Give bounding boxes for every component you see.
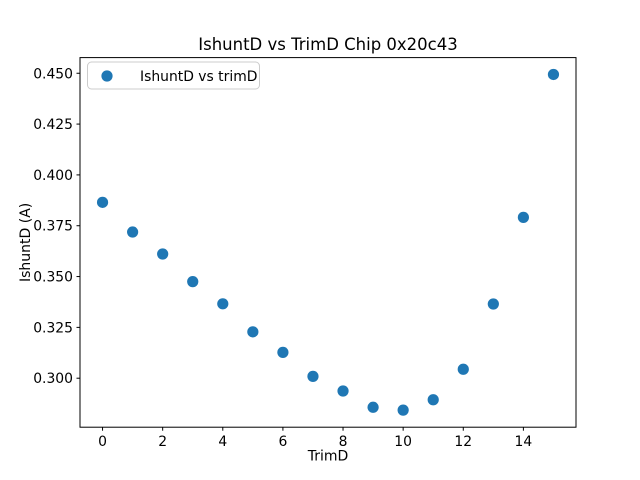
x-axis-ticks: 0 2 4 6 8 10 12 14 [98,427,532,450]
x-tick-label: 0 [98,434,107,450]
data-point [187,276,199,288]
x-tick-label: 4 [218,434,227,450]
data-point [96,196,109,208]
y-tick-label: 0.425 [33,117,73,133]
x-tick-label: 10 [394,434,412,450]
data-point [277,346,289,358]
y-tick-label: 0.300 [33,371,73,387]
x-tick-label: 2 [158,434,167,450]
legend-label: IshuntD vs trimD [140,69,257,85]
x-tick-label: 14 [515,434,533,450]
y-axis-ticks: 0.300 0.325 0.350 0.375 0.400 0.425 0.450 [33,66,80,387]
data-point [487,298,499,310]
x-axis-label: TrimD [307,449,349,465]
y-tick-label: 0.325 [33,320,73,336]
y-axis-label: IshuntD (A) [18,203,34,282]
legend: IshuntD vs trimD [87,61,260,90]
data-point [427,394,439,406]
x-tick-label: 8 [339,434,348,450]
data-point [397,404,409,416]
data-point [157,248,169,260]
data-point [367,401,379,413]
y-tick-label: 0.350 [33,270,73,286]
y-tick-label: 0.450 [33,66,73,82]
scatter-points [96,68,560,416]
y-tick-label: 0.400 [33,168,73,184]
axes-frame [79,57,577,428]
data-point [457,363,469,375]
x-tick-label: 12 [454,434,472,450]
data-point [307,370,319,382]
chart-title: IshuntD vs TrimD Chip 0x20c43 [198,35,458,54]
data-point [127,226,139,238]
data-point [547,68,560,81]
data-point [517,211,529,223]
data-point [247,326,259,338]
data-point [217,298,229,310]
data-point [337,385,349,397]
x-tick-label: 6 [278,434,287,450]
y-tick-label: 0.375 [33,219,73,235]
legend-frame [87,61,260,90]
legend-marker-icon [101,70,113,82]
